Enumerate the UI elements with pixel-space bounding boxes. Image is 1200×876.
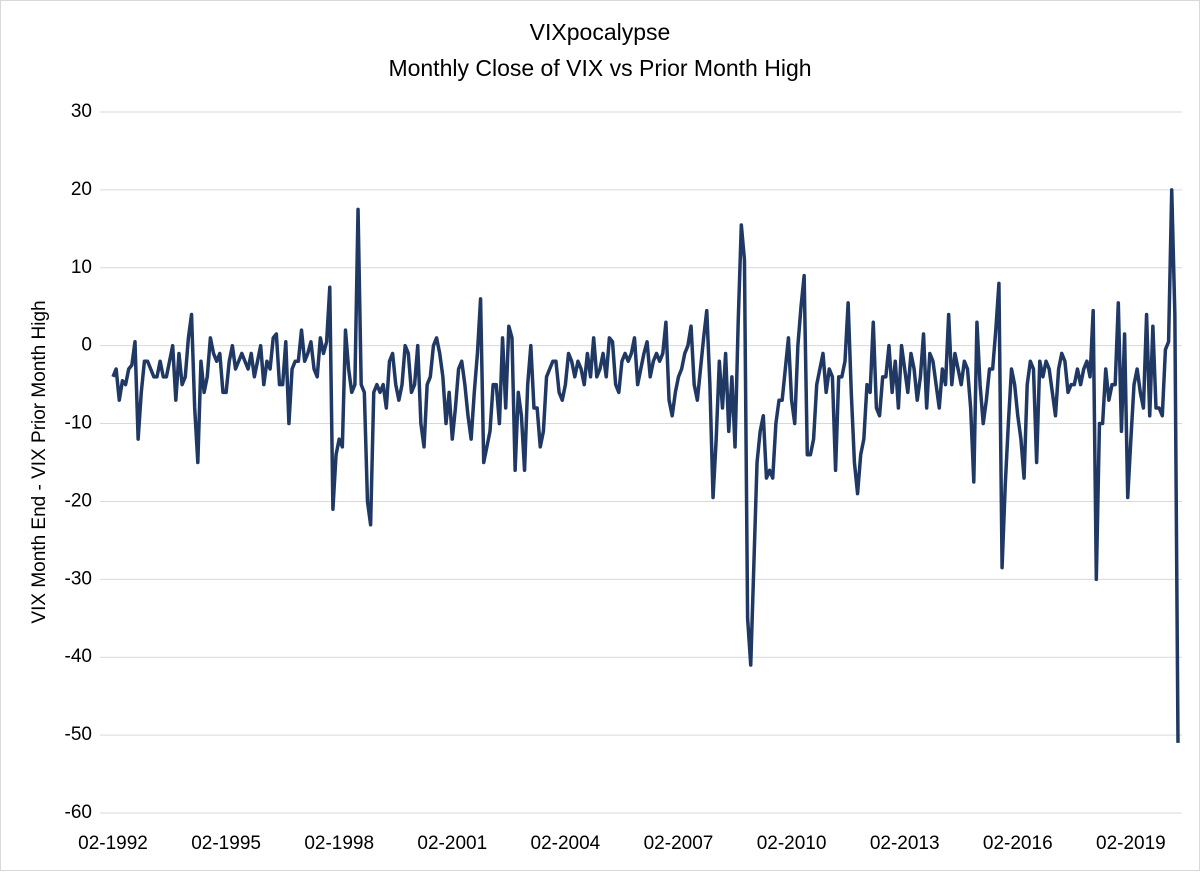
x-tick-label: 02-1995 — [191, 833, 261, 854]
y-tick-label: -30 — [65, 568, 92, 589]
x-tick-label: 02-1998 — [304, 833, 374, 854]
y-tick-label: 10 — [71, 257, 92, 278]
y-axis-label: VIX Month End - VIX Prior Month High — [29, 300, 50, 623]
data-line — [111, 188, 1180, 743]
y-tick-label: -60 — [65, 802, 92, 823]
x-tick-label: 02-2019 — [1096, 833, 1166, 854]
y-tick-label: 20 — [71, 179, 92, 200]
x-tick-label: 02-2001 — [417, 833, 487, 854]
x-tick-label: 02-2010 — [757, 833, 827, 854]
y-tick-label: -40 — [65, 646, 92, 667]
x-tick-label: 02-2016 — [983, 833, 1053, 854]
x-tick-label: 02-2004 — [531, 833, 601, 854]
y-tick-label: -50 — [65, 724, 92, 745]
x-tick-label: 02-2007 — [644, 833, 714, 854]
chart-subtitle: Monthly Close of VIX vs Prior Month High — [388, 55, 811, 81]
y-tick-label: 30 — [71, 101, 92, 122]
x-tick-label: 02-2013 — [870, 833, 940, 854]
x-tick-label: 02-1992 — [78, 833, 148, 854]
y-tick-label: 0 — [81, 335, 92, 356]
y-tick-label: -10 — [65, 413, 92, 434]
chart-title: VIXpocalypse — [530, 19, 671, 45]
y-tick-label: -20 — [65, 490, 92, 511]
